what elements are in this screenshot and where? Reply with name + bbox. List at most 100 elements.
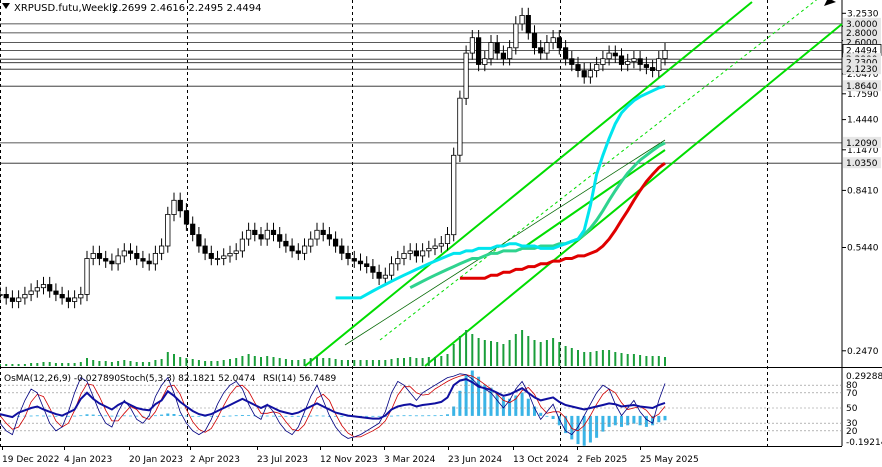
candle-body xyxy=(500,52,507,60)
osma-bar xyxy=(526,398,530,416)
osma-bar xyxy=(365,415,369,417)
price-candles xyxy=(0,7,668,309)
price-tick-label: 1.4440 xyxy=(847,116,879,126)
osma-bar xyxy=(495,392,499,416)
volume-bar xyxy=(471,334,474,366)
level-label: 1.8640 xyxy=(846,82,878,92)
candle-body xyxy=(351,258,357,262)
volume-bar xyxy=(403,358,405,366)
osma-bar xyxy=(247,415,251,416)
candle-body xyxy=(395,258,401,265)
osma-bar xyxy=(54,415,58,417)
osma-bar xyxy=(377,415,381,417)
candle-body xyxy=(152,252,158,265)
candle-body xyxy=(320,229,326,236)
volume-bar xyxy=(651,356,654,366)
osma-bar xyxy=(66,415,70,417)
candle-body xyxy=(103,258,109,262)
price-tick-label: 3.2530 xyxy=(847,9,879,19)
volume-bar xyxy=(303,359,306,366)
candle-body xyxy=(264,229,270,240)
candle-body xyxy=(214,258,221,260)
volume-bar xyxy=(452,344,455,366)
candle-body xyxy=(643,64,650,68)
candle-body xyxy=(444,234,451,245)
candle-body xyxy=(382,274,389,279)
osma-bar xyxy=(222,415,226,417)
price-tick-label: 1.7590 xyxy=(847,90,879,100)
volume-bar xyxy=(583,352,586,366)
volume-bar xyxy=(384,360,387,366)
volume-bar xyxy=(496,342,499,366)
volume-bar xyxy=(577,350,579,366)
candle-body xyxy=(419,250,426,257)
symbol-triangle-icon[interactable] xyxy=(2,3,10,9)
volume-bar xyxy=(434,357,436,366)
osma-bar xyxy=(85,414,89,416)
volume-bar xyxy=(608,350,611,366)
candle-body xyxy=(270,229,277,236)
osma-bar xyxy=(576,415,580,445)
price-tick-label: 2.0470 xyxy=(847,70,879,80)
volume-bar xyxy=(322,358,325,366)
candle-body xyxy=(301,245,308,254)
osma-bar xyxy=(321,415,325,417)
candle-body xyxy=(376,271,382,279)
osma-bar xyxy=(153,415,157,417)
candle-body xyxy=(531,32,538,49)
level-label-box xyxy=(843,136,881,148)
osma-bar xyxy=(470,370,474,416)
osma-bar xyxy=(116,415,120,417)
time-axis: 19 Dec 2022 4 Jan 2023 20 Jan 2023 2 Apr 20… xyxy=(2,446,699,465)
volume-bar xyxy=(533,340,536,366)
osma-bar xyxy=(216,415,219,417)
osma-bar xyxy=(427,415,431,417)
candle-body xyxy=(426,247,432,252)
volume-bar xyxy=(632,354,635,366)
candle-body xyxy=(9,297,16,302)
candle-body xyxy=(146,260,152,265)
volume-bar xyxy=(160,359,163,366)
volume-bar xyxy=(11,364,14,366)
osma-bar xyxy=(464,375,468,416)
osma-bar xyxy=(135,415,139,417)
time-tick-label: 23 Jul 2023 xyxy=(257,455,308,465)
volume-bar xyxy=(483,340,486,366)
volume-bar xyxy=(23,364,26,366)
candle-body xyxy=(637,58,643,65)
candle-body xyxy=(190,223,196,236)
ma-fast-line xyxy=(335,84,666,300)
osma-bar xyxy=(402,415,406,417)
volume-bar xyxy=(521,330,524,366)
level-label-box xyxy=(843,80,881,92)
candle-body xyxy=(53,290,59,295)
candle-body xyxy=(463,52,469,99)
candle-body xyxy=(227,252,233,257)
osma-bar xyxy=(501,397,505,416)
candle-body xyxy=(538,47,544,54)
one-click-trading-arrow-icon[interactable] xyxy=(824,0,836,6)
osma-bar xyxy=(160,414,164,416)
candle-body xyxy=(339,245,345,254)
volume-bar xyxy=(73,363,76,366)
candle-body xyxy=(563,47,569,60)
candle-body xyxy=(16,297,22,302)
osma-bar xyxy=(141,415,145,417)
volume-bar xyxy=(514,334,517,366)
osma-bar xyxy=(421,415,425,417)
horizontal-level-lines xyxy=(0,23,842,164)
candle-body xyxy=(618,55,625,65)
volume-bar xyxy=(67,363,70,366)
candle-body xyxy=(432,245,438,249)
osma-bar xyxy=(626,415,630,426)
osma-bar xyxy=(557,415,561,426)
time-tick-label: 19 Dec 2022 xyxy=(2,455,60,465)
osma-bar xyxy=(620,415,623,427)
osma-bar xyxy=(657,415,661,423)
candle-body xyxy=(196,234,202,247)
osma-histogram xyxy=(0,370,667,446)
candle-body xyxy=(183,210,190,225)
time-tick-label: 3 Mar 2024 xyxy=(384,455,436,465)
chart-symbol: XRPUSD.futu,Weekly xyxy=(14,3,118,14)
